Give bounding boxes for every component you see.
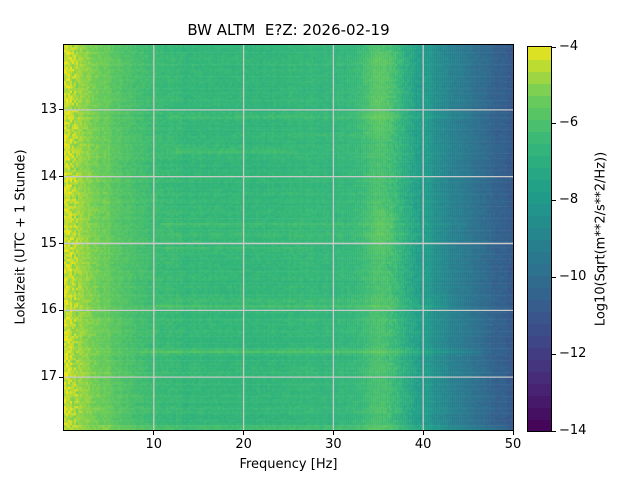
spectrogram-heatmap bbox=[64, 45, 513, 430]
plot-title: BW ALTM E?Z: 2026-02-19 bbox=[187, 21, 390, 39]
x-tick-mark bbox=[422, 431, 424, 435]
colorbar-label: Log10(Sqrt(m**2/s**2/Hz)) bbox=[593, 151, 609, 327]
y-tick-mark bbox=[59, 376, 63, 378]
x-tick-mark bbox=[512, 431, 514, 435]
x-tick-label: 20 bbox=[235, 437, 252, 452]
x-tick-label: 50 bbox=[504, 437, 522, 452]
colorbar-gradient bbox=[528, 47, 551, 431]
x-tick-mark bbox=[243, 431, 245, 435]
x-axis-label: Frequency [Hz] bbox=[239, 457, 338, 472]
y-tick-mark bbox=[59, 309, 63, 311]
colorbar-tick-label: −6 bbox=[559, 115, 579, 131]
x-tick-label: 30 bbox=[325, 437, 342, 452]
colorbar-tick-mark bbox=[552, 430, 556, 432]
x-tick-label: 10 bbox=[145, 437, 163, 452]
y-tick-mark bbox=[59, 243, 63, 245]
y-tick-mark bbox=[59, 109, 63, 111]
y-tick-label: 13 bbox=[40, 101, 57, 117]
colorbar-tick-label: −12 bbox=[559, 345, 587, 361]
y-tick-label: 17 bbox=[40, 369, 57, 385]
x-tick-label: 40 bbox=[414, 437, 432, 452]
colorbar-tick-mark bbox=[552, 276, 556, 278]
colorbar-tick-label: −10 bbox=[559, 268, 587, 284]
colorbar-tick-label: −8 bbox=[559, 192, 579, 208]
x-tick-mark bbox=[332, 431, 334, 435]
y-tick-label: 16 bbox=[40, 302, 57, 318]
y-axis-label: Lokalzeit (UTC + 1 Stunde) bbox=[13, 149, 29, 325]
x-tick-mark bbox=[153, 431, 155, 435]
colorbar-tick-mark bbox=[552, 353, 556, 355]
colorbar-tick-mark bbox=[552, 46, 556, 48]
y-tick-mark bbox=[59, 176, 63, 178]
y-tick-label: 15 bbox=[40, 235, 57, 251]
y-tick-label: 14 bbox=[40, 168, 57, 184]
colorbar-tick-label: −4 bbox=[559, 38, 579, 54]
colorbar-tick-mark bbox=[552, 123, 556, 125]
colorbar-tick-label: −14 bbox=[559, 422, 587, 438]
colorbar-tick-mark bbox=[552, 200, 556, 202]
